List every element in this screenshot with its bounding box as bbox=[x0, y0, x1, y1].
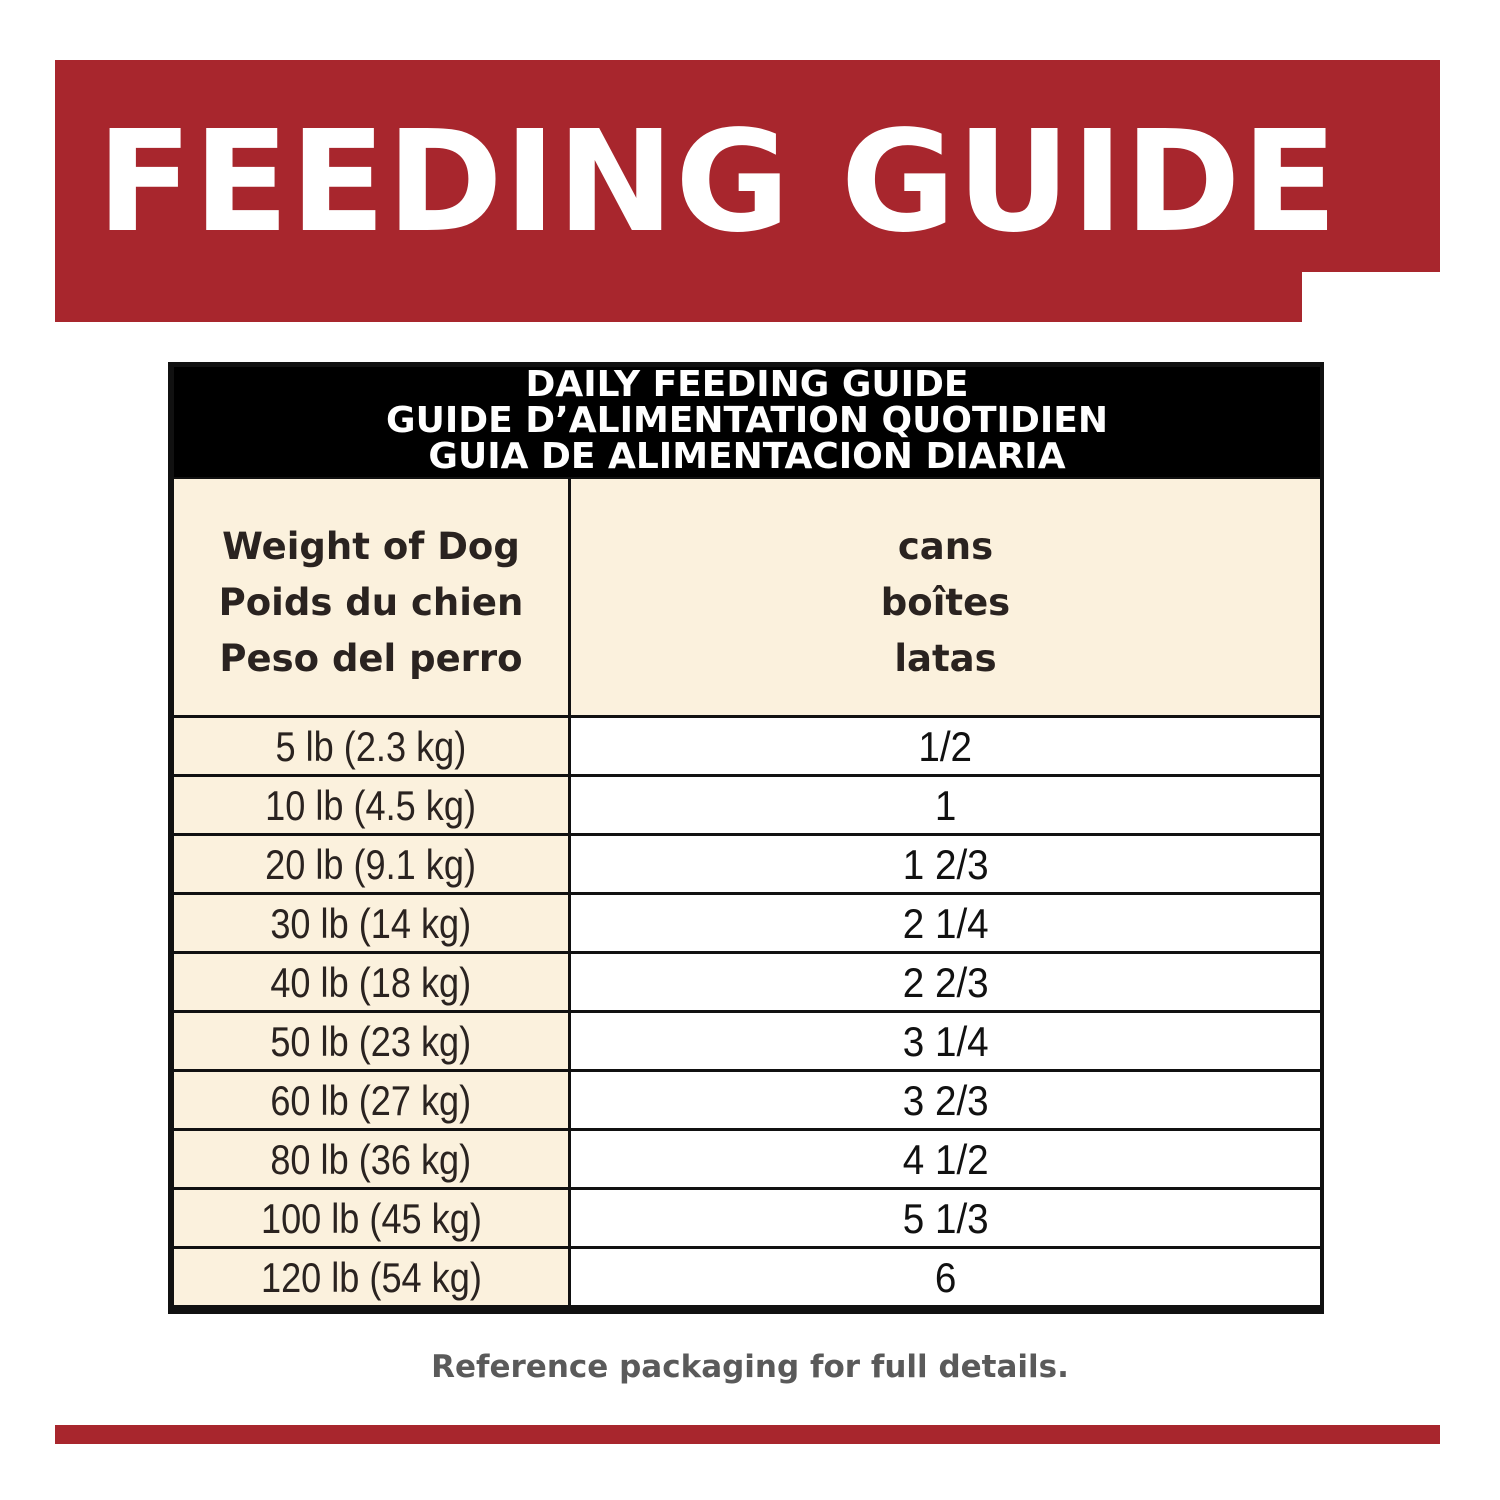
table-row: 5 lb (2.3 kg) 1/2 bbox=[174, 718, 1320, 774]
cans-cell: 1 2/3 bbox=[571, 836, 1320, 892]
cans-cell: 3 1/4 bbox=[571, 1013, 1320, 1069]
table-row: 60 lb (27 kg) 3 2/3 bbox=[174, 1072, 1320, 1128]
cans-cell: 4 1/2 bbox=[571, 1131, 1320, 1187]
table-row: 120 lb (54 kg) 6 bbox=[174, 1249, 1320, 1305]
page-title: FEEDING GUIDE bbox=[96, 101, 1339, 264]
weight-cell: 50 lb (23 kg) bbox=[174, 1013, 568, 1069]
cans-header-en: cans bbox=[897, 525, 994, 568]
table-row: 10 lb (4.5 kg) 1 bbox=[174, 777, 1320, 833]
table-header: DAILY FEEDING GUIDE GUIDE D’ALIMENTATION… bbox=[174, 367, 1320, 477]
table-body: 5 lb (2.3 kg) 1/2 10 lb (4.5 kg) 1 20 lb… bbox=[174, 718, 1320, 1308]
weight-column-header: Weight of Dog Poids du chien Peso del pe… bbox=[174, 479, 568, 715]
weight-cell: 10 lb (4.5 kg) bbox=[174, 777, 568, 833]
cans-cell: 2 2/3 bbox=[571, 954, 1320, 1010]
cans-cell: 2 1/4 bbox=[571, 895, 1320, 951]
bottom-divider bbox=[55, 1425, 1440, 1444]
weight-cell: 5 lb (2.3 kg) bbox=[174, 718, 568, 774]
cans-column-header: cans boîtes latas bbox=[571, 479, 1320, 715]
weight-header-en: Weight of Dog bbox=[222, 525, 520, 568]
cans-cell: 3 2/3 bbox=[571, 1072, 1320, 1128]
cans-cell: 1/2 bbox=[571, 718, 1320, 774]
weight-cell: 80 lb (36 kg) bbox=[174, 1131, 568, 1187]
title-banner bbox=[55, 60, 1440, 272]
weight-cell: 30 lb (14 kg) bbox=[174, 895, 568, 951]
cans-cell: 5 1/3 bbox=[571, 1190, 1320, 1246]
title-banner-tab bbox=[55, 270, 1302, 322]
table-row: 40 lb (18 kg) 2 2/3 bbox=[174, 954, 1320, 1010]
table-header-line-fr: GUIDE D’ALIMENTATION QUOTIDIEN bbox=[386, 400, 1108, 441]
cans-header-fr: boîtes bbox=[880, 581, 1011, 624]
weight-cell: 100 lb (45 kg) bbox=[174, 1190, 568, 1246]
cans-header-es: latas bbox=[894, 637, 997, 680]
weight-cell: 40 lb (18 kg) bbox=[174, 954, 568, 1010]
weight-cell: 20 lb (9.1 kg) bbox=[174, 836, 568, 892]
table-row: 20 lb (9.1 kg) 1 2/3 bbox=[174, 836, 1320, 892]
table-row: 30 lb (14 kg) 2 1/4 bbox=[174, 895, 1320, 951]
weight-header-es: Peso del perro bbox=[219, 637, 523, 680]
cans-cell: 1 bbox=[571, 777, 1320, 833]
weight-cell: 60 lb (27 kg) bbox=[174, 1072, 568, 1128]
table-row: 100 lb (45 kg) 5 1/3 bbox=[174, 1190, 1320, 1246]
table-header-line-es: GUIA DE ALIMENTACION DIARIA bbox=[428, 436, 1066, 477]
weight-header-fr: Poids du chien bbox=[218, 581, 524, 624]
table-header-line-en: DAILY FEEDING GUIDE bbox=[525, 364, 969, 405]
table-row: 50 lb (23 kg) 3 1/4 bbox=[174, 1013, 1320, 1069]
footnote: Reference packaging for full details. bbox=[431, 1349, 1069, 1385]
cans-cell: 6 bbox=[571, 1249, 1320, 1305]
table-row: 80 lb (36 kg) 4 1/2 bbox=[174, 1131, 1320, 1187]
weight-cell: 120 lb (54 kg) bbox=[174, 1249, 568, 1305]
